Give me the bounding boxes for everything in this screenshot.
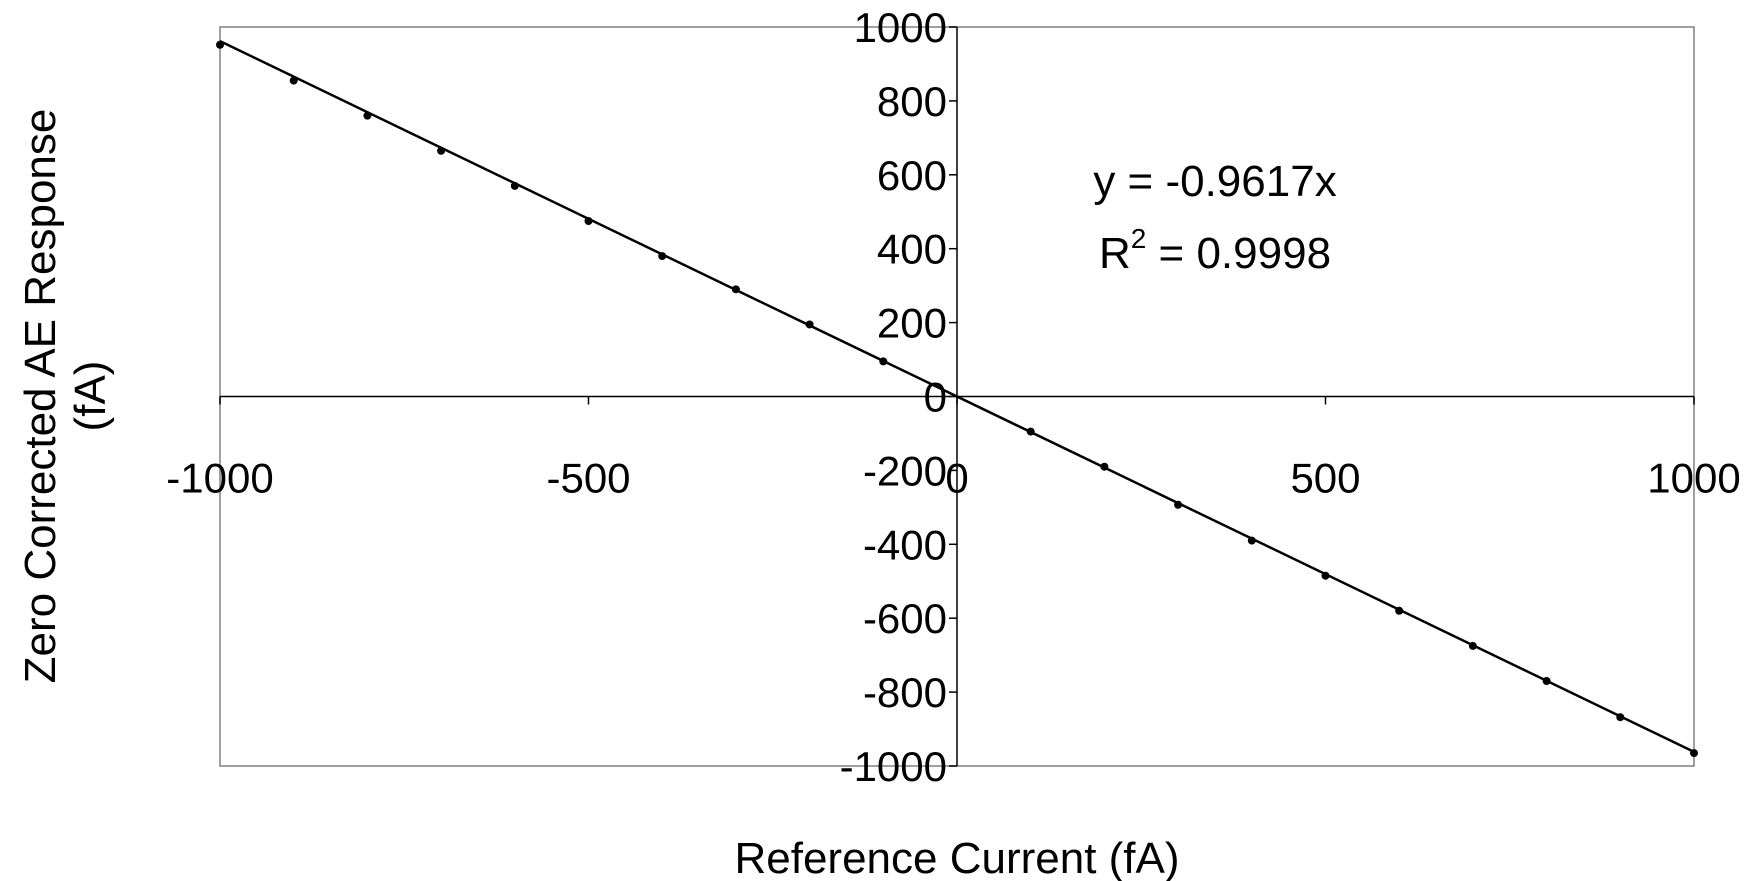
data-point — [1542, 677, 1551, 686]
data-point — [1321, 571, 1330, 580]
y-tick-label: 200 — [877, 300, 947, 347]
data-point — [1616, 713, 1625, 722]
x-axis-title: Reference Current (fA) — [734, 834, 1179, 881]
data-points-group — [216, 40, 1698, 758]
data-point — [805, 320, 814, 329]
r-squared-value: = 0.9998 — [1146, 229, 1331, 278]
trendline-group — [219, 40, 1695, 753]
r-squared-label: R2 = 0.9998 — [1099, 223, 1331, 278]
r-squared-superscript: 2 — [1131, 223, 1147, 254]
y-tick-label: -200 — [863, 447, 947, 494]
y-tick-label: -1000 — [840, 743, 947, 790]
data-point — [1100, 462, 1109, 471]
y-tick-label: -600 — [863, 595, 947, 642]
y-tick-label: 600 — [877, 152, 947, 199]
data-point — [1247, 536, 1256, 545]
data-point — [1468, 641, 1477, 650]
x-tick-label: -1000 — [166, 455, 273, 502]
data-point — [731, 285, 740, 294]
data-point — [510, 181, 519, 190]
data-point — [1690, 749, 1698, 758]
data-point — [584, 216, 593, 225]
x-tick-label: -500 — [546, 455, 630, 502]
data-point — [658, 252, 667, 261]
data-point — [1174, 500, 1183, 509]
trendline — [219, 40, 1695, 753]
data-point — [289, 76, 298, 85]
x-tick-labels-group: -1000 -500 0 500 1000 — [166, 455, 1740, 502]
x-tick-label: 0 — [945, 455, 968, 502]
trendline-equation: y = -0.9617x — [1093, 157, 1336, 206]
y-axis-title-line2: (fA) — [66, 361, 115, 432]
data-point — [879, 357, 888, 366]
y-tick-label: 400 — [877, 226, 947, 273]
y-tick-label: 0 — [924, 374, 947, 421]
y-axis-title: Zero Corrected AE Response (fA) — [16, 109, 115, 684]
x-tick-label: 1000 — [1647, 455, 1740, 502]
y-tick-label: 800 — [877, 78, 947, 125]
data-point — [1395, 606, 1404, 615]
y-tick-label: -800 — [863, 669, 947, 716]
data-point — [437, 146, 446, 155]
data-point — [1026, 427, 1035, 436]
y-tick-labels-group: -1000 -800 -600 -400 -200 0 200 400 600 800 1000 — [840, 4, 947, 790]
x-tick-label: 500 — [1290, 455, 1360, 502]
data-point — [216, 40, 224, 49]
y-axis-title-line1: Zero Corrected AE Response — [16, 109, 65, 684]
y-tick-label: 1000 — [854, 4, 947, 51]
y-tick-label: -400 — [863, 521, 947, 568]
data-point — [363, 111, 372, 120]
r-squared-prefix: R — [1099, 229, 1131, 278]
